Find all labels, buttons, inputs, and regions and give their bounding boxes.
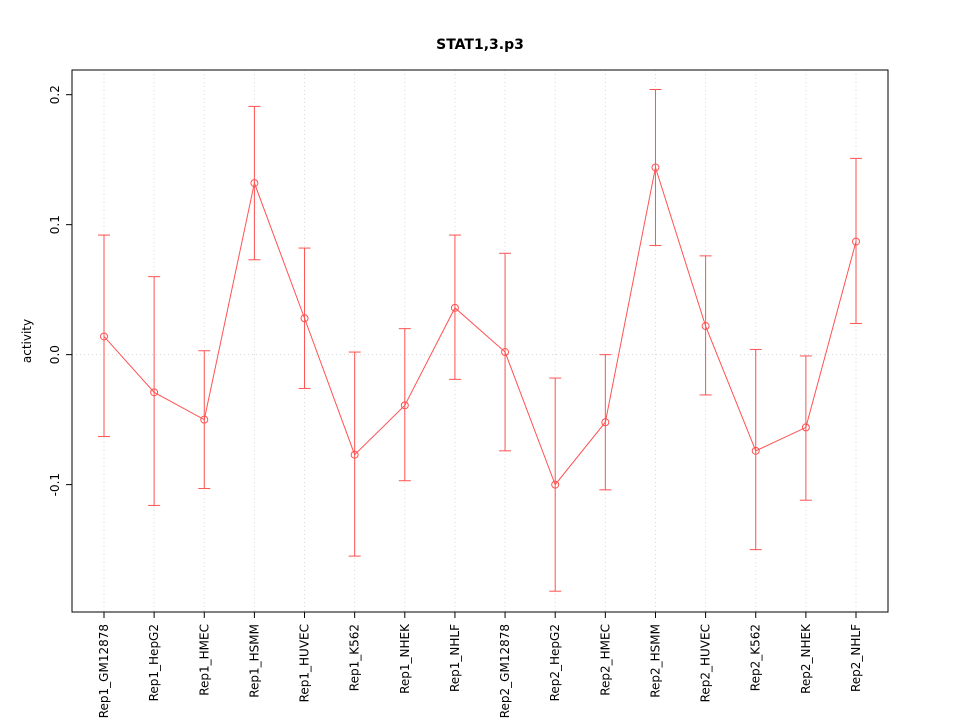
data-point	[852, 237, 860, 246]
data-point	[150, 388, 159, 397]
x-tick-label: Rep1_HUVEC	[298, 624, 312, 702]
data-point	[651, 163, 660, 172]
data-point	[601, 418, 610, 427]
data-point	[250, 179, 259, 188]
x-tick-label: Rep2_HUVEC	[699, 624, 713, 702]
x-tick-label: Rep1_NHLF	[448, 624, 462, 692]
series-line	[103, 167, 857, 486]
data-point	[701, 322, 710, 331]
plot-box	[71, 69, 889, 613]
data-point	[801, 423, 810, 432]
data-point	[751, 446, 760, 455]
data-point	[400, 401, 409, 410]
data-point	[501, 348, 510, 357]
error-bar	[98, 234, 110, 438]
x-tick-label: Rep2_GM12878	[498, 624, 512, 718]
x-tick-label: Rep2_HMEC	[598, 624, 612, 696]
x-tick-label: Rep1_HSMM	[247, 624, 261, 698]
y-tick-label: 0.2	[48, 85, 62, 104]
data-point	[200, 415, 209, 424]
chart-title: STAT1,3.p3	[436, 37, 524, 53]
x-tick-label: Rep2_HSMM	[648, 624, 662, 698]
error-bar	[148, 276, 161, 506]
x-tick-label: Rep1_K562	[348, 624, 362, 691]
x-tick-label: Rep1_NHEK	[398, 623, 412, 694]
y-tick-label: -0.1	[48, 473, 62, 496]
y-tick-label: 0.1	[48, 215, 62, 234]
x-tick-label: Rep2_NHEK	[799, 623, 813, 694]
x-tick-label: Rep1_GM12878	[97, 624, 111, 718]
data-point	[450, 303, 459, 312]
error-bar	[799, 355, 812, 501]
data-point	[350, 450, 359, 459]
x-tick-label: Rep2_HepG2	[548, 624, 562, 701]
data-point	[551, 480, 560, 489]
data-point	[100, 332, 108, 341]
x-tick-label: Rep2_NHLF	[849, 624, 863, 692]
x-tick-label: Rep1_HMEC	[197, 624, 211, 696]
error-bar	[850, 157, 862, 324]
data-point	[300, 314, 309, 323]
x-tick-label: Rep2_K562	[749, 624, 763, 691]
x-tick-label: Rep1_HepG2	[147, 624, 161, 701]
y-tick-label: 0.0	[48, 345, 62, 364]
